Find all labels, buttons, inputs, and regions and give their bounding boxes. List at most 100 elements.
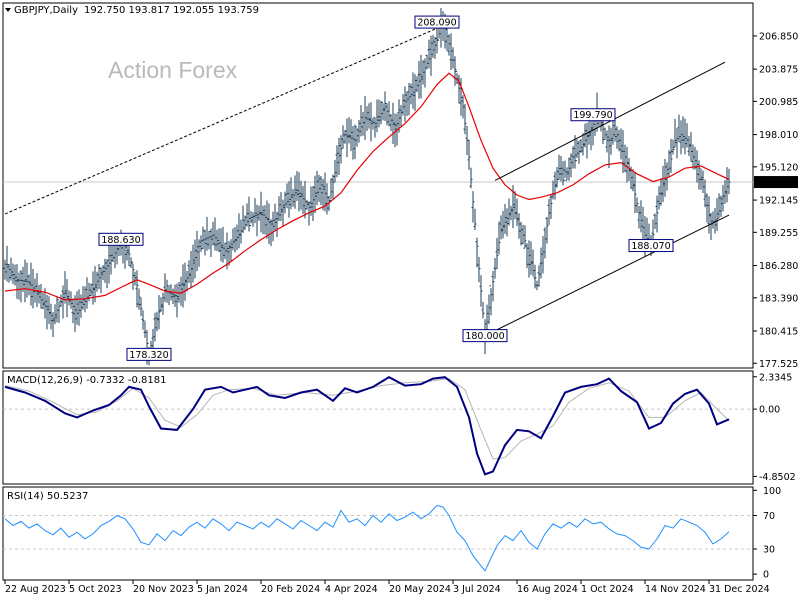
price-bar xyxy=(701,170,705,194)
price-bar xyxy=(489,285,493,316)
price-bar xyxy=(183,262,187,301)
price-bar xyxy=(683,118,687,155)
price-bar xyxy=(215,229,219,252)
price-bar xyxy=(543,227,547,259)
price-bar xyxy=(467,139,471,170)
price-bar xyxy=(607,125,611,168)
price-axis-label: 189.255 xyxy=(759,228,798,239)
price-bar xyxy=(273,203,277,231)
price-bar xyxy=(437,27,441,41)
price-bar xyxy=(335,145,339,178)
price-bar xyxy=(89,283,93,297)
price-bar xyxy=(703,179,707,208)
price-bar xyxy=(415,76,419,93)
price-bar xyxy=(631,169,635,192)
price-axis-label: 180.415 xyxy=(759,326,798,337)
price-bar xyxy=(533,264,537,289)
price-bar xyxy=(365,106,369,131)
price-bar xyxy=(697,160,701,190)
price-bar xyxy=(91,271,95,305)
price-annotation-label: 208.090 xyxy=(417,18,456,29)
price-bars xyxy=(3,8,731,366)
macd-label: MACD(12,26,9) -0.7332 -0.8181 xyxy=(7,375,167,386)
price-bar xyxy=(191,244,195,283)
price-bar xyxy=(49,303,53,330)
ohlc-readout: 192.750 193.817 192.055 193.759 xyxy=(84,5,259,16)
price-bar xyxy=(463,103,467,135)
price-bar xyxy=(3,259,7,280)
price-bar xyxy=(627,158,631,181)
price-bar xyxy=(579,139,583,153)
price-bar xyxy=(299,180,303,210)
price-bar xyxy=(265,200,269,239)
price-bar xyxy=(419,54,423,99)
price-bar xyxy=(247,196,251,232)
price-bar xyxy=(503,204,507,234)
price-bar xyxy=(315,170,319,206)
price-bar xyxy=(513,191,517,220)
price-bar xyxy=(369,102,373,142)
price-bar xyxy=(545,216,549,244)
macd-axis-label: 2.3345 xyxy=(759,372,792,383)
price-bar xyxy=(223,242,227,260)
rsi-axis-label: 100 xyxy=(763,486,781,497)
price-bar xyxy=(291,189,295,207)
price-bar xyxy=(481,301,485,319)
price-bar xyxy=(271,211,275,242)
price-bar xyxy=(233,227,237,253)
price-annotation-label: 188.070 xyxy=(631,241,670,252)
macd-axis-label: 0.00 xyxy=(759,405,780,416)
price-bar xyxy=(309,186,313,216)
price-bar xyxy=(539,247,543,279)
price-bar xyxy=(641,206,645,244)
dropdown-triangle-icon xyxy=(5,8,11,12)
moving-average-line xyxy=(4,72,730,301)
price-bar xyxy=(207,231,211,250)
price-bar xyxy=(457,74,461,104)
rsi-axis-label: 30 xyxy=(763,545,775,556)
price-bar xyxy=(341,125,345,149)
price-bar xyxy=(53,304,57,325)
price-axis-label: 177.525 xyxy=(759,359,798,370)
price-bar xyxy=(693,146,697,170)
price-bar xyxy=(657,186,661,210)
price-bar xyxy=(105,259,109,289)
price-bar xyxy=(421,60,425,85)
time-axis-label: 1 Oct 2024 xyxy=(581,584,634,595)
price-annotation: 178.320 xyxy=(126,347,172,361)
price-bar xyxy=(717,193,721,219)
price-bar xyxy=(349,119,353,152)
price-bar xyxy=(63,271,67,304)
price-bar xyxy=(583,123,587,148)
price-bar xyxy=(553,171,557,200)
price-bar xyxy=(433,36,437,59)
price-bar xyxy=(655,195,659,233)
price-bar xyxy=(449,33,453,70)
price-annotation-box xyxy=(98,232,144,246)
price-bar xyxy=(555,166,559,188)
price-bar xyxy=(611,120,615,145)
price-axis-label: 195.120 xyxy=(759,162,798,173)
price-annotation: 188.070 xyxy=(628,239,674,253)
price-bar xyxy=(411,72,415,109)
price-annotation-box xyxy=(414,15,460,29)
price-bar xyxy=(605,130,609,153)
time-axis-label: 22 Aug 2023 xyxy=(5,584,66,595)
price-bar xyxy=(131,262,135,290)
price-bar xyxy=(577,140,581,164)
trendline-3 xyxy=(484,214,730,337)
price-bar xyxy=(527,240,531,278)
price-bar xyxy=(541,236,545,274)
price-annotation-box xyxy=(462,329,508,343)
price-bar xyxy=(297,172,301,212)
price-bar xyxy=(317,174,321,202)
price-bar xyxy=(465,125,469,156)
price-bar xyxy=(237,213,241,249)
price-bar xyxy=(77,289,81,326)
price-bar xyxy=(633,172,637,213)
price-bar xyxy=(377,99,381,128)
price-bar xyxy=(521,224,525,245)
price-bar xyxy=(175,283,179,318)
price-bar xyxy=(499,215,503,240)
